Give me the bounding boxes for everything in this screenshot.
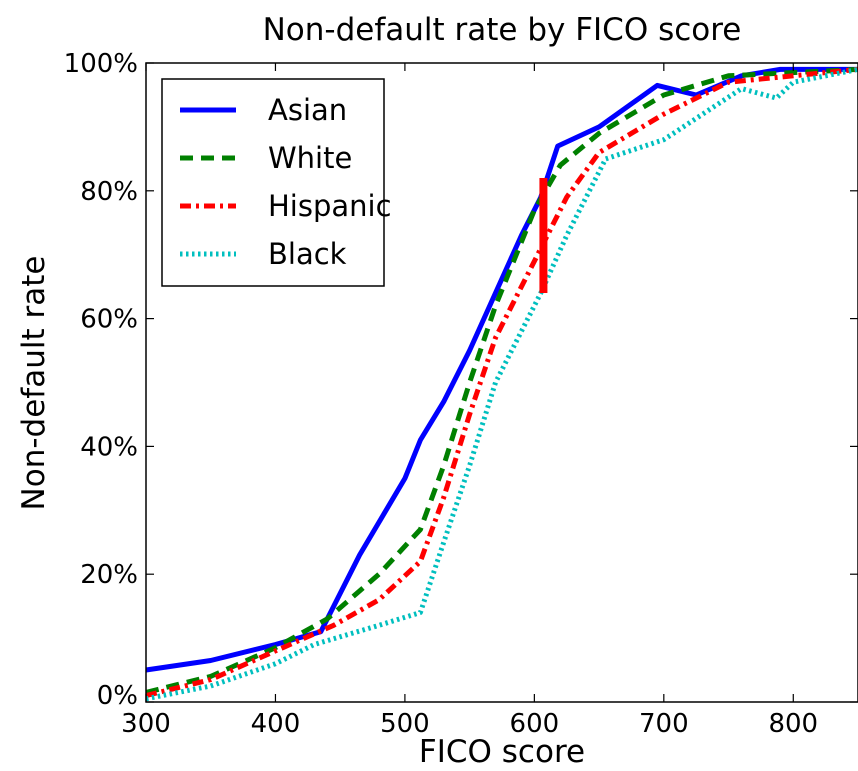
y-axis-label: Non-default rate: [16, 256, 52, 511]
legend-label: Asian: [268, 93, 347, 127]
legend-entry: Asian: [180, 93, 347, 127]
y-tick-label: 80%: [80, 177, 138, 207]
plot-frame: [145, 62, 858, 703]
chart-title: Non-default rate by FICO score: [263, 12, 742, 48]
x-tick-label: 600: [510, 709, 560, 739]
series-line-hispanic: [145, 66, 858, 699]
x-tick-label: 400: [251, 709, 301, 739]
series-line-white: [145, 66, 858, 695]
y-tick-label: 0%: [97, 681, 138, 711]
y-tick-label: 20%: [80, 560, 138, 590]
x-tick-label: 700: [639, 709, 689, 739]
legend-entry: Hispanic: [180, 189, 392, 223]
legend-label: White: [268, 141, 352, 175]
legend: Asian White Hispanic Black: [161, 78, 392, 287]
legend-entry: Black: [180, 237, 347, 271]
y-tick-label: 100%: [64, 49, 138, 79]
legend-label: Black: [268, 237, 347, 271]
x-axis-label: FICO score: [419, 734, 585, 770]
x-tick-label: 500: [380, 709, 430, 739]
legend-entry: White: [180, 141, 352, 175]
x-tick-label: 300: [121, 709, 171, 739]
y-tick-label: 40%: [80, 432, 138, 462]
x-tick-label: 800: [768, 709, 818, 739]
legend-label: Hispanic: [268, 189, 392, 223]
y-tick-label: 60%: [80, 305, 138, 335]
